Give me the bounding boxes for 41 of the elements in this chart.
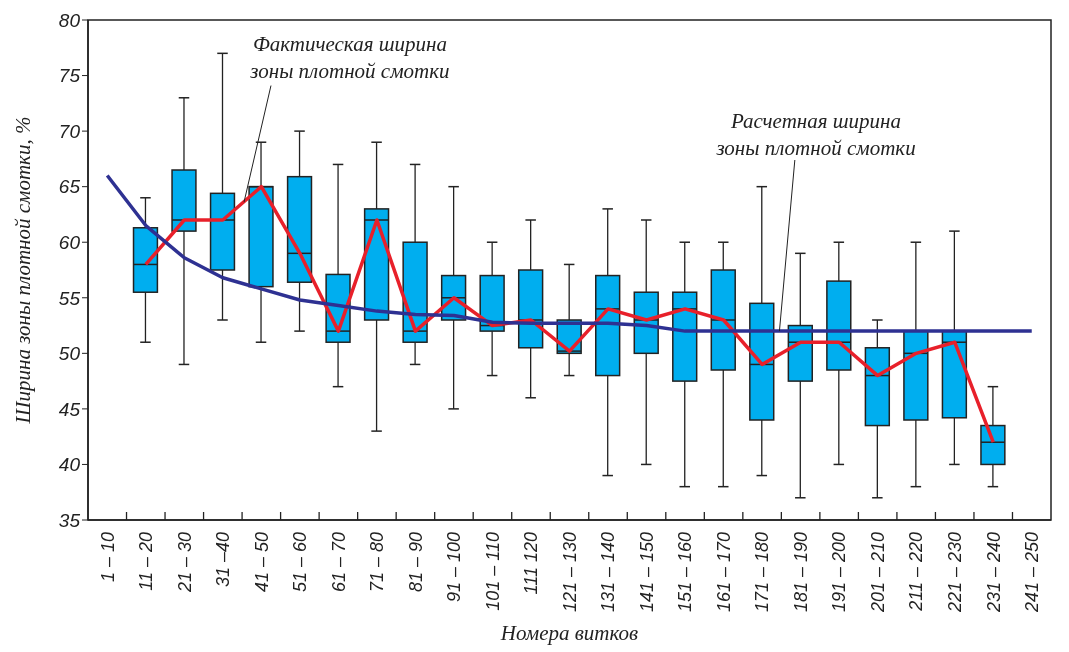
- x-tick-label: 81 – 90: [405, 532, 426, 593]
- x-tick-label: 91 – 100: [444, 532, 465, 603]
- x-tick-label: 121 – 130: [559, 532, 580, 613]
- x-tick-label: 61 – 70: [328, 532, 349, 593]
- line-series: [105, 173, 1034, 333]
- x-tick-label: 111 120: [521, 532, 542, 595]
- line-series: [144, 184, 995, 444]
- x-tick-label: 21 – 30: [174, 532, 195, 594]
- x-tick-label: 41 – 50: [251, 532, 272, 593]
- x-tick-label: 191 – 200: [829, 532, 850, 613]
- y-tick-label: 45: [58, 398, 81, 420]
- x-tick-label: 11 – 20: [136, 532, 157, 591]
- y-tick-label: 35: [58, 509, 81, 531]
- x-tick-label: 51 – 60: [290, 532, 311, 593]
- y-tick-label: 65: [58, 176, 81, 198]
- text: Фактическая ширина зоны плотной смотки: [249, 32, 450, 84]
- y-tick-label: 40: [58, 454, 81, 476]
- text: Расчетная ширина зоны плотной смотки: [715, 108, 916, 160]
- x-tick-label: 241 – 250: [1022, 532, 1043, 614]
- x-tick-label: 31 –40: [213, 532, 234, 588]
- y-tick-label: 70: [58, 120, 81, 142]
- y-axis-title: Ширина зоны плотной смотки, %: [11, 116, 35, 425]
- x-tick-label: 71 – 80: [367, 532, 388, 593]
- x-tick-label: 161 – 170: [713, 532, 734, 613]
- x-tick-label: 1 – 10: [97, 532, 118, 583]
- y-tick-label: 50: [58, 343, 81, 365]
- x-tick-label: 211 – 220: [906, 532, 927, 612]
- x-tick-label: 151 – 160: [675, 532, 696, 613]
- x-tick-label: 181 – 190: [790, 532, 811, 613]
- x-tick-label: 231 – 240: [983, 532, 1004, 614]
- y-tick-label: 55: [58, 287, 81, 309]
- x-tick-label: 101 – 110: [482, 532, 503, 611]
- y-tick-label: 75: [58, 65, 81, 87]
- y-tick-label: 80: [58, 9, 81, 31]
- x-tick-label: 201 – 210: [867, 532, 888, 614]
- x-tick-label: 141 – 150: [636, 532, 657, 613]
- x-tick-label: 171 – 180: [752, 532, 773, 613]
- x-tick-label: 221 – 230: [945, 532, 965, 614]
- x-axis-title: Номера витков: [499, 621, 639, 645]
- x-tick-label: 131 – 140: [598, 532, 619, 613]
- y-tick-label: 60: [58, 231, 81, 253]
